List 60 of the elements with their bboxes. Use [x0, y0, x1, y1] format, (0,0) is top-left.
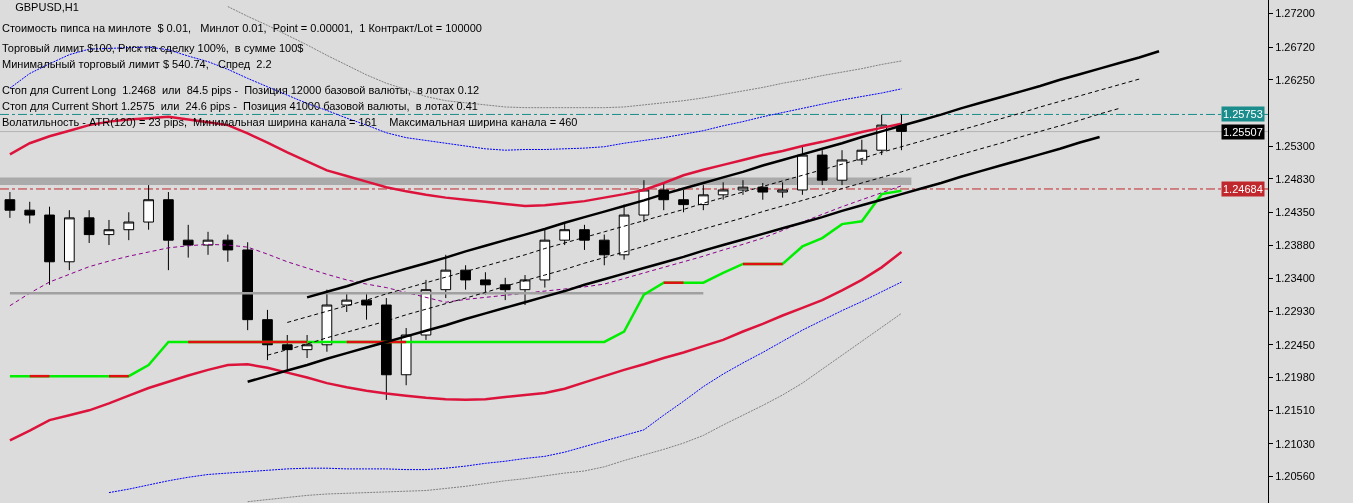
candlestick [83, 209, 95, 244]
annotation: Стоп для Current Long 1.2468 или 84.5 pips - Позиция 12000 базовой валюты, в лотах 0.12 [2, 84, 480, 96]
y-tick-label: 1.25300 [1275, 139, 1315, 152]
line-series [8, 250, 903, 442]
candlestick [678, 189, 689, 213]
y-tick-label: 1.24830 [1275, 172, 1315, 185]
candlestick [123, 211, 135, 241]
candlestick [559, 221, 571, 246]
candlestick [598, 234, 610, 266]
candlestick [697, 184, 709, 211]
line-series [9, 185, 902, 307]
candlestick [757, 182, 769, 201]
ref-line-label: 1.25507 [1223, 126, 1263, 138]
line-series [247, 312, 902, 503]
chart-title: GBPUSD,H1 [15, 0, 79, 13]
candlestick [856, 139, 868, 166]
candlestick [460, 264, 471, 291]
y-tick-label: 1.20560 [1275, 470, 1315, 483]
candlestick [539, 229, 551, 289]
candlestick [579, 224, 590, 251]
candlestick [499, 277, 511, 301]
y-tick-label: 1.22450 [1275, 338, 1315, 351]
candlestick [24, 201, 36, 224]
annotation: Стоп для Current Short 1.2575 или 24.6 pips - Позиция 41000 базовой валюты, в лотах 0.41 [2, 100, 478, 112]
y-tick-label: 1.23880 [1275, 238, 1315, 251]
candlestick [797, 144, 808, 196]
candlestick [63, 209, 75, 271]
y-tick-label: 1.21030 [1275, 437, 1315, 450]
annotation: Стоимость пипса на минлоте $ 0.01, Минлот 0.01, Point = 0.00001, 1 Контракт/Lot = 100000 [2, 22, 482, 34]
candlestick [163, 191, 174, 271]
line-series [108, 281, 902, 494]
candlestick [777, 181, 788, 199]
candlestick [202, 231, 214, 256]
annotation: Минимальный торговый лимит $ 540.74, Спред 2.2 [2, 58, 272, 70]
candlestick [143, 184, 154, 231]
y-tick-label: 1.21980 [1275, 371, 1315, 384]
ref-line-label: 1.24684 [1223, 183, 1263, 195]
candlestick [103, 219, 115, 246]
y-tick-label: 1.27200 [1275, 7, 1315, 20]
annotation: Торговый лимит $100, Риск на сделку 100%, в сумме 100$ [2, 42, 304, 54]
candlestick [519, 274, 531, 306]
candlestick [44, 206, 55, 286]
candlestick [242, 241, 254, 331]
candlestick [480, 271, 491, 296]
candlestick [816, 149, 828, 186]
y-tick-label: 1.21510 [1275, 404, 1315, 417]
candlestick [341, 292, 353, 313]
y-tick-label: 1.26250 [1275, 73, 1315, 86]
y-tick-label: 1.26720 [1275, 40, 1315, 53]
y-tick-label: 1.22930 [1275, 305, 1315, 318]
candlestick [836, 149, 848, 186]
ref-line-label: 1.25753 [1223, 108, 1263, 120]
y-tick-label: 1.23400 [1275, 272, 1315, 285]
candlestick [618, 204, 630, 261]
candlestick [717, 181, 729, 201]
candlestick [222, 234, 234, 263]
y-tick-label: 1.24350 [1275, 206, 1315, 219]
candlestick [737, 179, 749, 196]
candlestick [182, 224, 194, 259]
candlestick [4, 191, 16, 219]
